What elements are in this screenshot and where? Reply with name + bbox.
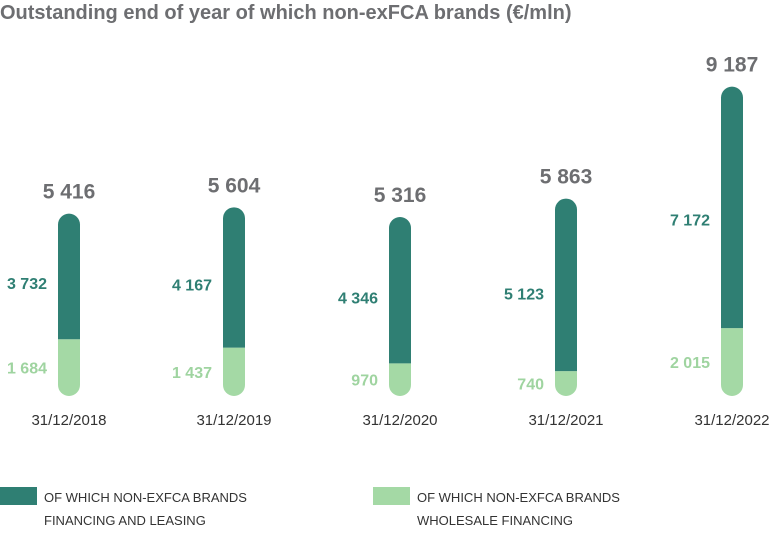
bar-financing-31/12/2021 bbox=[555, 198, 577, 372]
wholesale-value-label-31/12/2022: 2 015 bbox=[670, 355, 710, 372]
financing-value-label-31/12/2020: 4 346 bbox=[338, 290, 378, 307]
bar-financing-31/12/2020 bbox=[389, 217, 411, 364]
legend-wholesale-line2: WHOLESALE FINANCING bbox=[417, 513, 574, 528]
dark-green-square-icon bbox=[0, 487, 37, 505]
total-label-31/12/2020: 5 316 bbox=[374, 184, 427, 207]
bar-wholesale-31/12/2022 bbox=[721, 328, 743, 396]
chart-title: Outstanding end of year of which non-exF… bbox=[0, 2, 572, 24]
bar-wholesale-31/12/2021 bbox=[555, 371, 577, 396]
wholesale-value-label-31/12/2018: 1 684 bbox=[7, 361, 47, 378]
bar-financing-31/12/2019 bbox=[223, 207, 245, 348]
total-label-31/12/2018: 5 416 bbox=[43, 181, 96, 204]
legend-item-financing: OF WHICH NON-EXFCA BRANDS FINANCING AND … bbox=[0, 486, 247, 532]
light-green-square-icon bbox=[373, 487, 410, 505]
category-label-31/12/2021: 31/12/2021 bbox=[528, 412, 603, 429]
wholesale-value-label-31/12/2019: 1 437 bbox=[172, 365, 212, 382]
bar-wholesale-31/12/2020 bbox=[389, 363, 411, 396]
financing-value-label-31/12/2022: 7 172 bbox=[670, 212, 710, 229]
wholesale-value-label-31/12/2021: 740 bbox=[517, 377, 544, 394]
total-label-31/12/2021: 5 863 bbox=[540, 166, 593, 189]
total-label-31/12/2019: 5 604 bbox=[208, 174, 261, 197]
category-label-31/12/2018: 31/12/2018 bbox=[31, 412, 106, 429]
bar-wholesale-31/12/2019 bbox=[223, 347, 245, 396]
legend-financing-line2: FINANCING AND LEASING bbox=[44, 513, 206, 528]
bar-financing-31/12/2018 bbox=[58, 213, 80, 340]
category-label-31/12/2022: 31/12/2022 bbox=[694, 412, 769, 429]
legend-financing-line1: OF WHICH NON-EXFCA BRANDS bbox=[44, 490, 247, 505]
total-label-31/12/2022: 9 187 bbox=[706, 54, 759, 77]
legend-wholesale-line1: OF WHICH NON-EXFCA BRANDS bbox=[417, 490, 620, 505]
financing-value-label-31/12/2018: 3 732 bbox=[7, 276, 47, 293]
category-label-31/12/2019: 31/12/2019 bbox=[196, 412, 271, 429]
legend-item-wholesale: OF WHICH NON-EXFCA BRANDS WHOLESALE FINA… bbox=[373, 486, 620, 532]
bar-financing-31/12/2022 bbox=[721, 86, 743, 329]
financing-value-label-31/12/2019: 4 167 bbox=[172, 277, 212, 294]
stacked-bar-chart: 5 416 3 732 1 684 31/12/2018 5 604 4 167 1 437… bbox=[7, 54, 770, 429]
bar-wholesale-31/12/2018 bbox=[58, 339, 80, 396]
financing-value-label-31/12/2021: 5 123 bbox=[504, 286, 544, 303]
wholesale-value-label-31/12/2020: 970 bbox=[351, 373, 378, 390]
category-label-31/12/2020: 31/12/2020 bbox=[362, 412, 437, 429]
